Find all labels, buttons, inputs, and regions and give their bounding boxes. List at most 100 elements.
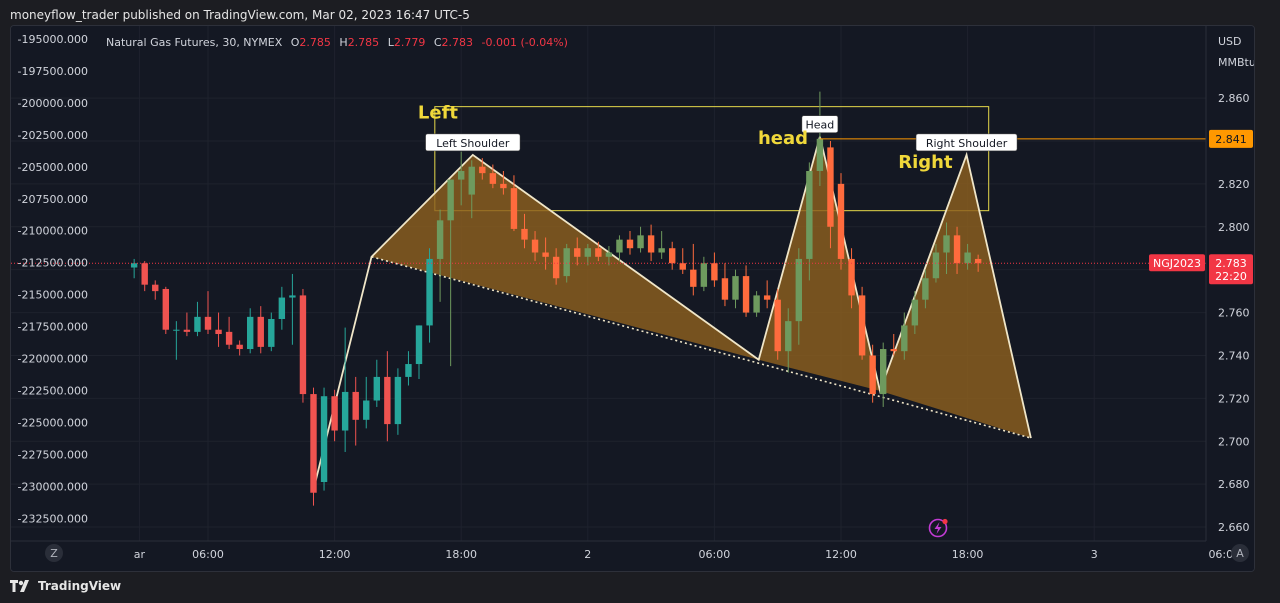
candle-body bbox=[479, 166, 486, 174]
candle-body bbox=[531, 239, 539, 253]
candle-body bbox=[742, 276, 750, 313]
label-text: Head bbox=[806, 119, 835, 132]
pattern-labels[interactable]: Left Shoulder Head Right Shoulder Left head R… bbox=[418, 102, 1018, 173]
alert-ring bbox=[928, 518, 948, 538]
candle bbox=[183, 312, 191, 337]
label-right-shoulder[interactable]: Right Shoulder bbox=[915, 133, 1018, 152]
candle-body bbox=[194, 316, 201, 332]
candle bbox=[268, 312, 275, 352]
candle bbox=[690, 243, 697, 296]
chart-frame[interactable]: Left Shoulder Head Right Shoulder Left head R… bbox=[10, 25, 1255, 572]
candle bbox=[700, 256, 708, 292]
candle bbox=[753, 291, 760, 317]
chart-svg[interactable]: Left Shoulder Head Right Shoulder Left head R… bbox=[11, 26, 1254, 571]
time-axis[interactable]: ar 06:00 12:00 18:00 2 06:00 12:00 18:00 3 06:0 bbox=[11, 540, 1233, 561]
left-axis-tick: -230000.000 bbox=[18, 480, 88, 493]
candle bbox=[500, 170, 507, 195]
axis-unit[interactable]: MMBtu bbox=[1218, 56, 1254, 69]
legend-c-label: C bbox=[434, 36, 442, 49]
label-head-lower[interactable]: head bbox=[758, 128, 808, 149]
candle bbox=[774, 288, 781, 360]
candles bbox=[130, 91, 982, 506]
candle-body bbox=[341, 391, 349, 431]
candle bbox=[595, 241, 602, 262]
candle bbox=[130, 258, 138, 279]
candle bbox=[922, 269, 929, 309]
label-left-shoulder[interactable]: Left Shoulder bbox=[425, 133, 521, 152]
candle-body bbox=[858, 295, 866, 356]
candle bbox=[194, 301, 201, 337]
candle-body bbox=[152, 284, 159, 292]
candle-body bbox=[890, 349, 897, 352]
candle bbox=[552, 248, 560, 285]
candle-body bbox=[563, 248, 570, 277]
candle-body bbox=[130, 263, 138, 268]
neckline[interactable] bbox=[371, 256, 1032, 439]
level-tag[interactable]: 2.841 bbox=[1209, 129, 1253, 148]
label-box bbox=[425, 133, 521, 152]
candle bbox=[278, 286, 286, 330]
left-axis[interactable]: -195000.000 -197500.000 -200000.000 -202500… bbox=[18, 33, 88, 525]
legend-o-label: O bbox=[291, 36, 300, 49]
legend-change: -0.001 (-0.04%) bbox=[482, 36, 568, 49]
candle-body bbox=[637, 235, 644, 249]
candle-body bbox=[953, 235, 961, 264]
candle bbox=[679, 248, 686, 274]
zoom-button[interactable]: Z bbox=[45, 544, 63, 562]
candle bbox=[394, 368, 402, 435]
lightning-alert-icon[interactable] bbox=[928, 518, 948, 538]
left-axis-tick: -202500.000 bbox=[18, 129, 88, 142]
candle-body bbox=[763, 295, 771, 300]
right-axis-tick: 2.760 bbox=[1218, 307, 1250, 320]
zoom-button-label: Z bbox=[50, 547, 58, 560]
candle bbox=[405, 351, 412, 386]
candle-body bbox=[669, 248, 676, 264]
zoom-button-bg bbox=[45, 544, 63, 562]
label-right[interactable]: Right bbox=[898, 152, 953, 173]
highlight-rectangle[interactable] bbox=[434, 106, 990, 212]
right-axis[interactable]: USDMMBtu2.8602.8402.8202.8002.7802.7602.… bbox=[1149, 26, 1254, 541]
left-axis-tick: -227500.000 bbox=[18, 448, 88, 461]
candle-body bbox=[521, 228, 528, 240]
left-axis-tick: -197500.000 bbox=[18, 65, 88, 78]
candle-body bbox=[552, 256, 560, 279]
time-axis-tick: 12:00 bbox=[319, 548, 351, 561]
candle-body bbox=[331, 396, 338, 431]
label-left[interactable]: Left bbox=[418, 102, 459, 123]
candle-body bbox=[753, 295, 760, 313]
candle bbox=[943, 222, 950, 274]
label-text: Right Shoulder bbox=[926, 137, 1008, 150]
candle bbox=[204, 291, 212, 335]
axis-currency[interactable]: USD bbox=[1218, 35, 1242, 48]
candle bbox=[974, 254, 982, 272]
symbol-tag[interactable]: NGJ2023 bbox=[1149, 254, 1205, 272]
legend-l-label: L bbox=[388, 36, 395, 49]
time-axis-tick: ar bbox=[134, 548, 146, 561]
level-tag-bg bbox=[1209, 129, 1253, 148]
candle-body bbox=[173, 329, 180, 331]
candle-body bbox=[711, 263, 718, 281]
candle-body bbox=[679, 263, 686, 270]
candle-body bbox=[489, 173, 497, 184]
candle bbox=[162, 286, 169, 335]
candle bbox=[911, 291, 919, 335]
auto-scale-button[interactable]: A bbox=[1231, 544, 1249, 562]
candle-body bbox=[732, 276, 739, 300]
candle bbox=[858, 286, 866, 360]
candle bbox=[763, 280, 771, 309]
candle-body bbox=[257, 316, 264, 347]
label-head[interactable]: Head bbox=[801, 115, 839, 133]
right-axis-tick: 2.740 bbox=[1218, 349, 1250, 362]
candle-body bbox=[215, 329, 222, 335]
level-tag-text: 2.841 bbox=[1215, 133, 1247, 146]
right-axis-tick: 2.820 bbox=[1218, 178, 1250, 191]
candle-body bbox=[943, 235, 950, 253]
candle bbox=[658, 231, 665, 259]
candle bbox=[331, 389, 338, 442]
time-axis-tick: 06:00 bbox=[699, 548, 731, 561]
candle-body bbox=[162, 288, 169, 330]
pattern-zigzag[interactable] bbox=[312, 136, 1032, 490]
left-axis-tick: -225000.000 bbox=[18, 416, 88, 429]
